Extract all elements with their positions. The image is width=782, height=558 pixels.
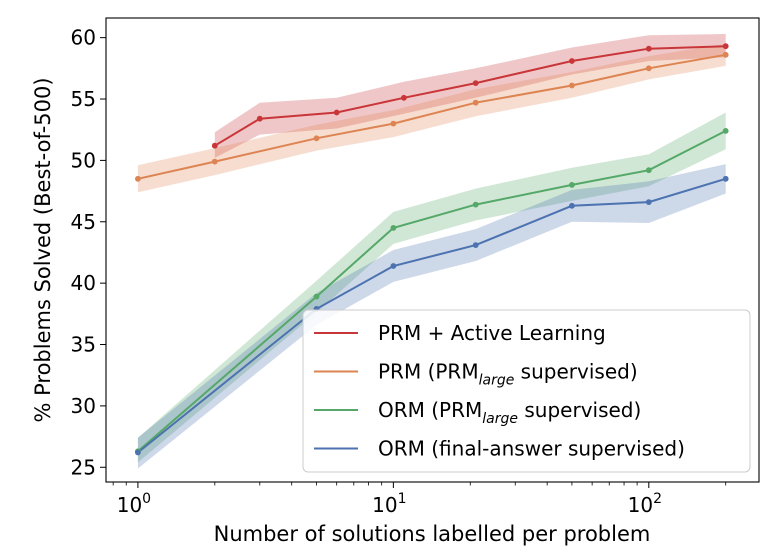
legend-label: ORM (PRMlarge supervised) (378, 398, 641, 427)
series-2-point (472, 201, 479, 208)
series-3-point (135, 449, 141, 456)
series-0-point (569, 58, 575, 64)
y-tick-label: 25 (71, 455, 96, 479)
series-2-point (390, 225, 397, 231)
x-tick-label: 101 (372, 491, 406, 517)
series-1-point (722, 51, 729, 58)
plot-frame (105, 17, 760, 483)
series-0-point (333, 109, 340, 116)
confidence-bands (137, 34, 726, 469)
series-3-band (137, 164, 726, 469)
series-1-point (390, 120, 397, 127)
series-3-point (722, 175, 729, 182)
series-1-point (645, 65, 652, 72)
series-1-point (135, 175, 141, 182)
series-0-point (645, 45, 652, 52)
series-0-point (256, 115, 263, 122)
series-3-point (569, 202, 575, 209)
series-1-line (137, 53, 726, 180)
y-tick-label: 30 (71, 394, 96, 418)
y-tick-label: 50 (71, 148, 96, 172)
legend-box (302, 309, 751, 473)
series-0-point (401, 94, 407, 101)
y-tick-label: 60 (71, 26, 96, 50)
series-0-band (214, 34, 726, 158)
series-3-point (472, 242, 479, 249)
y-axis-ticks: 25 30 35 40 45 50 55 60 (71, 26, 106, 479)
series-2-point (313, 293, 320, 300)
series-points (135, 43, 729, 456)
x-tick-label: 102 (628, 491, 662, 517)
series-1-point (313, 135, 320, 142)
series-3-point (645, 199, 652, 206)
series-2-band (137, 112, 726, 463)
series-1-point (211, 158, 218, 165)
series-2-point (569, 182, 575, 188)
series-1-band (137, 43, 726, 193)
legend-label: ORM (final-answer supervised) (378, 437, 685, 461)
series-2-point (645, 167, 652, 174)
y-tick-label: 40 (71, 271, 96, 295)
series-0-point (211, 142, 218, 149)
series-0-point (472, 80, 479, 86)
series-2-point (722, 127, 729, 134)
legend: PRM + Active Learning PRM (PRMlarge super… (302, 309, 751, 473)
series-0-line (214, 45, 726, 147)
x-axis-ticks: 100 101 102 (112, 482, 727, 517)
series-3-point (390, 263, 397, 269)
legend-label: PRM + Active Learning (378, 321, 606, 345)
y-tick-label: 55 (71, 87, 96, 111)
y-tick-label: 45 (71, 210, 96, 234)
legend-label: PRM (PRMlarge supervised) (378, 360, 638, 389)
y-tick-label: 35 (71, 333, 96, 357)
x-axis-label: Number of solutions labelled per problem (214, 522, 651, 546)
series-1-point (569, 82, 575, 89)
x-tick-label: 100 (117, 491, 151, 517)
series-1-point (472, 99, 479, 106)
series-0-point (722, 43, 729, 50)
y-axis-label: % Problems Solved (Best-of-500) (31, 77, 55, 422)
